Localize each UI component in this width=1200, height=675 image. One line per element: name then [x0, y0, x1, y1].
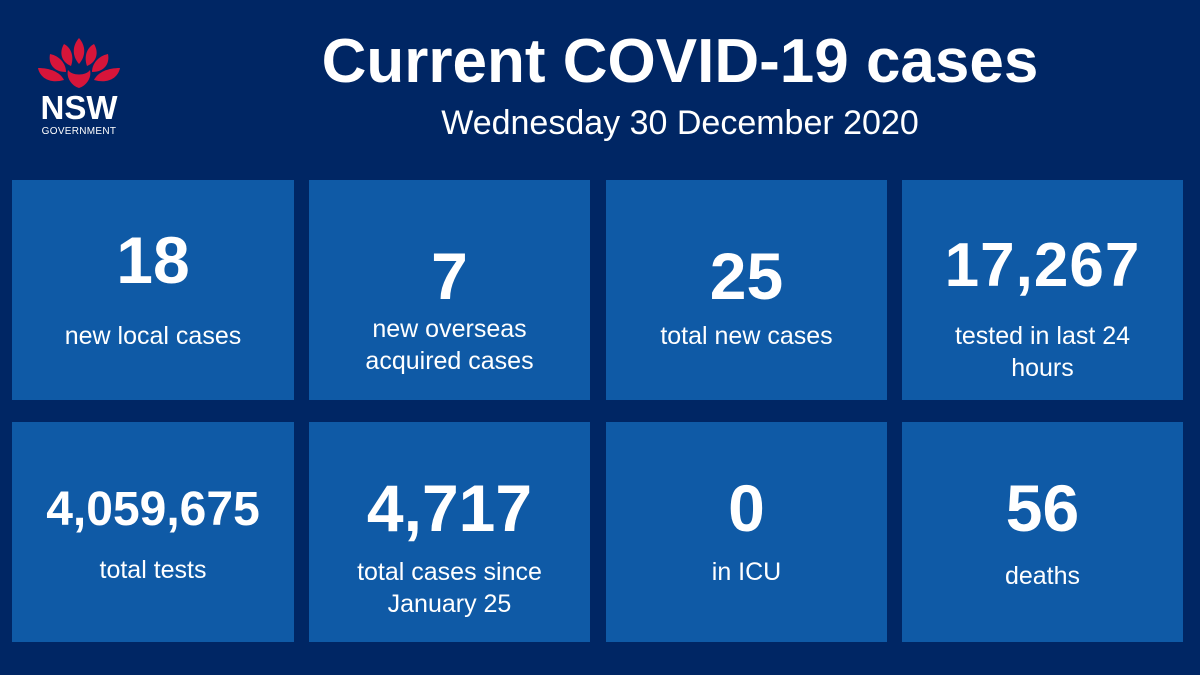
stat-label: deaths [1004, 562, 1081, 590]
stat-tile-in-icu: 0 in ICU [606, 422, 887, 642]
stat-value: 25 [709, 239, 784, 313]
stat-label: total cases since January 25 [357, 558, 542, 618]
logo-nsw-text: NSW [40, 89, 118, 126]
stat-tile-tested-last-24-hours: 17,267 tested in last 24 hours [902, 180, 1183, 400]
stat-tile-total-cases-since: 4,717 total cases since January 25 [309, 422, 590, 642]
stat-tile-deaths: 56 deaths [902, 422, 1183, 642]
stat-value: 7 [431, 239, 468, 313]
stat-value: 4,717 [366, 471, 533, 545]
nsw-government-logo: NSW GOVERNMENT [24, 36, 134, 146]
stat-value: 17,267 [944, 231, 1141, 300]
stat-label: new overseas acquired cases [365, 315, 534, 375]
stat-value: 18 [116, 223, 190, 297]
stat-tile-total-new-cases: 25 total new cases [606, 180, 887, 400]
stat-value: 0 [728, 471, 765, 545]
stat-label: tested in last 24 hours [954, 322, 1131, 382]
stat-label: in ICU [711, 558, 782, 586]
stat-value: 4,059,675 [46, 483, 260, 536]
waratah-flower-icon [38, 38, 120, 88]
stat-tile-new-local-cases: 18 new local cases [12, 180, 294, 400]
stat-label: new local cases [64, 322, 242, 350]
stat-value: 56 [1005, 471, 1080, 545]
logo-government-text: GOVERNMENT [41, 126, 117, 137]
stat-label: total tests [99, 556, 207, 584]
page-date: Wednesday 30 December 2020 [441, 104, 919, 142]
stat-tile-total-tests: 4,059,675 total tests [12, 422, 294, 642]
stat-tile-new-overseas-cases: 7 new overseas acquired cases [309, 180, 590, 400]
page-title: Current COVID-19 cases [321, 27, 1039, 96]
stat-label: total new cases [660, 322, 833, 350]
